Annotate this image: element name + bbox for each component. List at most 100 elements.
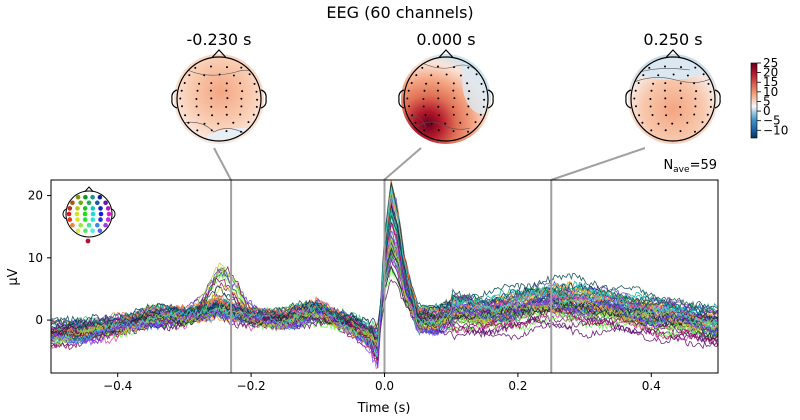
inset-sensor-dot bbox=[105, 217, 111, 222]
sensor-dot bbox=[452, 130, 455, 133]
inset-sensor-dot bbox=[70, 200, 75, 206]
sensor-dot bbox=[410, 82, 413, 84]
connector-2 bbox=[383, 147, 422, 181]
sensor-dot bbox=[480, 82, 483, 85]
sensor-dot bbox=[679, 89, 682, 92]
sensor-dot bbox=[651, 114, 654, 116]
topomap-1: -0.230 s bbox=[171, 30, 267, 144]
sensor-dot bbox=[664, 105, 667, 108]
sensor-dot bbox=[642, 74, 645, 77]
sensor-dot bbox=[467, 66, 470, 69]
sensor-dot bbox=[256, 98, 259, 101]
sensor-dot bbox=[194, 66, 197, 69]
sensor-dot bbox=[474, 121, 477, 124]
sensor-dot bbox=[452, 89, 455, 92]
sensor-dot bbox=[466, 82, 469, 85]
sensor-dot bbox=[680, 66, 682, 69]
sensor-dot bbox=[196, 129, 199, 132]
inset-sensor-dot bbox=[82, 206, 88, 211]
head-outline-1 bbox=[176, 56, 262, 142]
y-axis-ticks: 0 10 20 bbox=[28, 189, 51, 327]
ear-left-2 bbox=[398, 89, 405, 109]
head-outline-3 bbox=[630, 56, 716, 142]
sensor-dot bbox=[686, 121, 689, 124]
butterfly-plot: −0.4 −0.2 0.0 0.2 0.4 0 10 20 Time (s) µV bbox=[6, 179, 719, 416]
inset-sensor-dot bbox=[82, 211, 88, 217]
sensor-dot bbox=[665, 114, 668, 117]
sensor-dot bbox=[255, 90, 258, 93]
time-markers bbox=[230, 180, 553, 373]
sensor-dot bbox=[686, 74, 689, 77]
x-tick-label: 0.2 bbox=[508, 379, 527, 393]
sensor-dot bbox=[663, 89, 666, 92]
sensor-dot bbox=[694, 97, 697, 100]
sensor-dot bbox=[425, 82, 428, 85]
inset-sensor-dot bbox=[70, 222, 75, 228]
sensor-dot bbox=[408, 105, 410, 108]
sensor-dot bbox=[437, 129, 440, 132]
sensor-dot bbox=[695, 90, 698, 93]
sensor-dot bbox=[184, 114, 187, 117]
sensor-dot bbox=[241, 90, 244, 93]
sensor-dot bbox=[211, 114, 214, 117]
sensor-dot bbox=[197, 114, 200, 116]
sensor-dot bbox=[210, 65, 212, 68]
sensor-dot bbox=[203, 74, 206, 77]
sensor-dot bbox=[209, 89, 212, 92]
ear-right-3 bbox=[714, 89, 721, 109]
topomap-3-label: 0.250 s bbox=[643, 30, 702, 49]
sensor-dot bbox=[210, 82, 213, 85]
sensor-dot bbox=[664, 82, 667, 85]
sensor-dot bbox=[430, 122, 433, 125]
sensor-dot bbox=[482, 105, 485, 108]
inset-sensor-dot bbox=[78, 222, 83, 228]
sensor-dot bbox=[179, 97, 182, 100]
topomap-1-field bbox=[174, 54, 264, 144]
sensor-dot bbox=[710, 98, 713, 101]
inset-sensor-dot bbox=[78, 200, 83, 206]
sensor-dot bbox=[253, 82, 256, 85]
inset-sensor-dots bbox=[66, 194, 112, 244]
inset-sensor-dot bbox=[103, 222, 108, 228]
x-axis-ticks: −0.4 −0.2 0.0 0.2 0.4 bbox=[103, 373, 661, 393]
sensor-dot bbox=[709, 90, 712, 93]
sensor-dot bbox=[694, 66, 697, 69]
sensor-dot bbox=[218, 73, 221, 76]
sensor-dot bbox=[479, 113, 482, 116]
sensor-dots-1 bbox=[179, 65, 259, 133]
sensor-dot bbox=[638, 114, 641, 117]
inset-sensor-dot bbox=[74, 211, 80, 217]
sensor-dot bbox=[225, 106, 228, 108]
sensor-dot bbox=[707, 82, 710, 85]
sensor-dot bbox=[680, 97, 683, 100]
y-tick-label: 0 bbox=[35, 313, 43, 327]
inset-sensor-dot bbox=[67, 206, 73, 211]
nose-1 bbox=[211, 49, 227, 58]
topomap-1-label: -0.230 s bbox=[187, 30, 252, 49]
colorbar-tick-label: 20 bbox=[763, 66, 778, 80]
inset-sensor-dot bbox=[95, 222, 100, 228]
sensor-dot bbox=[468, 90, 471, 93]
colorbar-gradient bbox=[750, 62, 758, 139]
sensor-dot bbox=[225, 113, 228, 116]
sensor-dot bbox=[210, 105, 213, 108]
sensor-dot bbox=[437, 82, 440, 85]
inset-sensor-dot bbox=[86, 222, 92, 228]
sensor-dot bbox=[453, 97, 456, 100]
sensor-layout-inset bbox=[62, 186, 116, 244]
nave-label: Nave=59 bbox=[663, 158, 717, 175]
sensor-dot bbox=[437, 65, 439, 68]
topomap-connectors bbox=[213, 147, 646, 181]
inset-sensor-dot bbox=[86, 200, 92, 206]
y-tick-label: 10 bbox=[28, 251, 43, 265]
sensor-dot bbox=[452, 113, 455, 116]
sensor-dot bbox=[693, 113, 696, 116]
inset-sensor-dot bbox=[90, 228, 95, 234]
sensor-dot bbox=[240, 97, 243, 100]
sensor-dot bbox=[422, 105, 425, 108]
connector-1 bbox=[213, 147, 232, 181]
sensor-dot bbox=[693, 82, 696, 85]
x-axis-label: Time (s) bbox=[357, 401, 411, 416]
sensor-dot bbox=[437, 105, 440, 108]
